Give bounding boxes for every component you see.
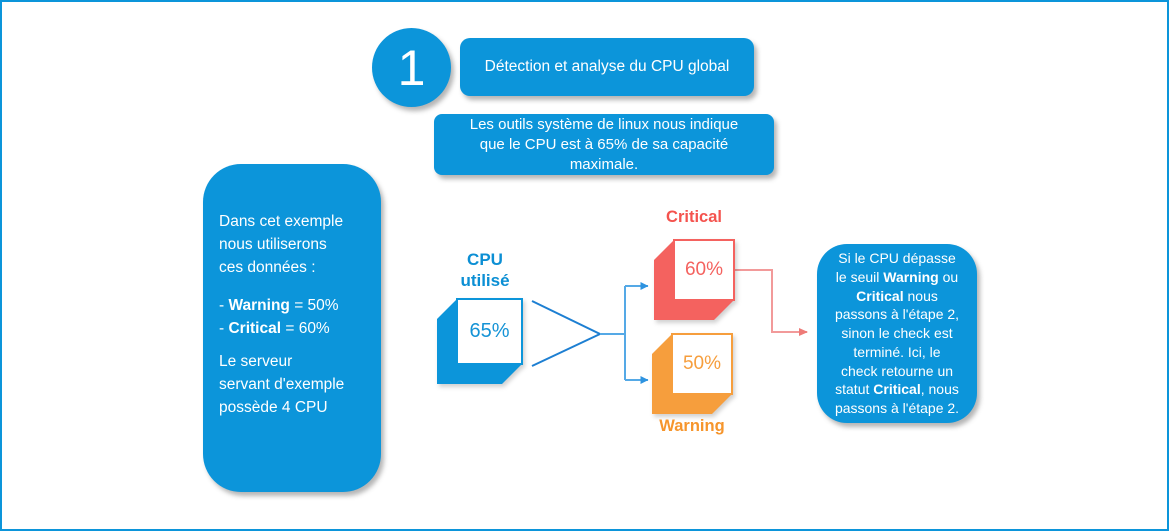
cpu-used-label: CPU utilisé <box>460 250 510 290</box>
example-paragraph: Le serveur servant d'exemple possède 4 CPU <box>219 353 345 416</box>
critical-label: Critical <box>666 208 722 226</box>
example-paragraph: Dans cet exemple nous utiliserons ces donn… <box>219 213 344 276</box>
example-callout: Dans cet exemple nous utiliserons ces donn… <box>203 164 381 492</box>
outcome-text: Si le CPU dépasse le seuil Warning ou Crit… <box>834 249 960 417</box>
example-paragraph: - Warning = 50% - Critical = 60% <box>219 297 339 337</box>
intro-text: Les outils système de linux nous indique… <box>469 115 739 173</box>
warning-label: Warning <box>659 417 725 435</box>
intro-callout: Les outils système de linux nous indique… <box>434 114 774 175</box>
critical-threshold-shape <box>654 239 735 320</box>
cpu-used-value: 65% <box>469 320 510 342</box>
critical-threshold-value: 60% <box>684 259 724 280</box>
step-title-box: Détection et analyse du CPU global <box>460 38 754 96</box>
warning-threshold-shape <box>652 333 733 414</box>
warning-threshold-value: 50% <box>682 353 722 374</box>
outcome-arrow <box>735 269 808 336</box>
split-connector <box>531 300 603 367</box>
cpu-used-shape <box>437 298 523 384</box>
outcome-callout: Si le CPU dépasse le seuil Warning ou Crit… <box>817 244 977 423</box>
step-title: Détection et analyse du CPU global <box>484 58 730 75</box>
step-number-badge: 1 <box>372 28 451 107</box>
step-number: 1 <box>397 39 426 96</box>
